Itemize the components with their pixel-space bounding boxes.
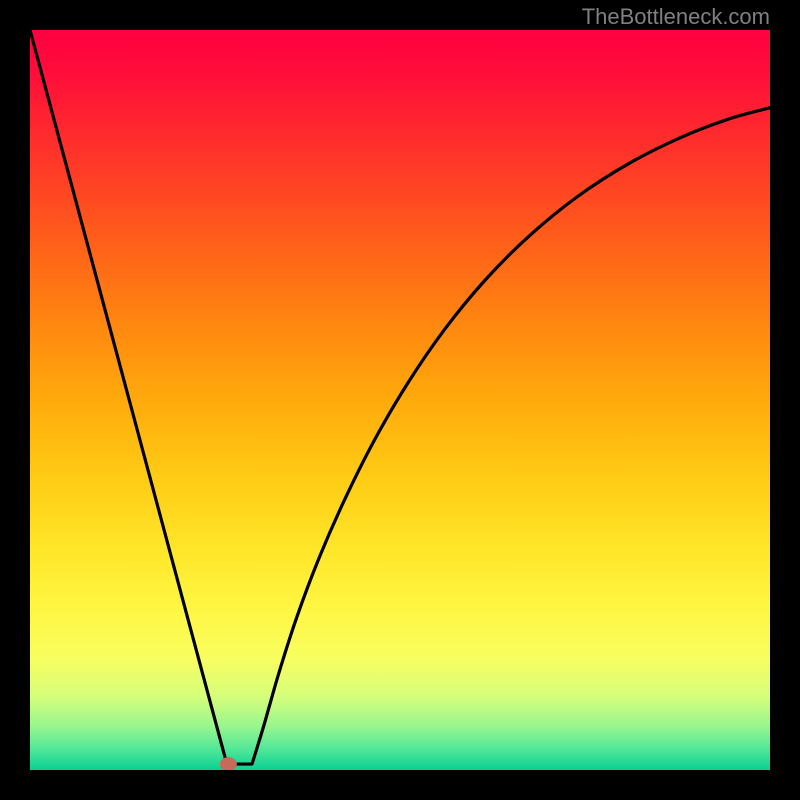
plot-area <box>30 30 770 770</box>
bottleneck-curve <box>30 30 770 764</box>
curve-layer <box>30 30 770 770</box>
chart-root: TheBottleneck.com <box>0 0 800 800</box>
watermark-text: TheBottleneck.com <box>582 4 770 30</box>
optimal-point-marker <box>220 758 236 770</box>
